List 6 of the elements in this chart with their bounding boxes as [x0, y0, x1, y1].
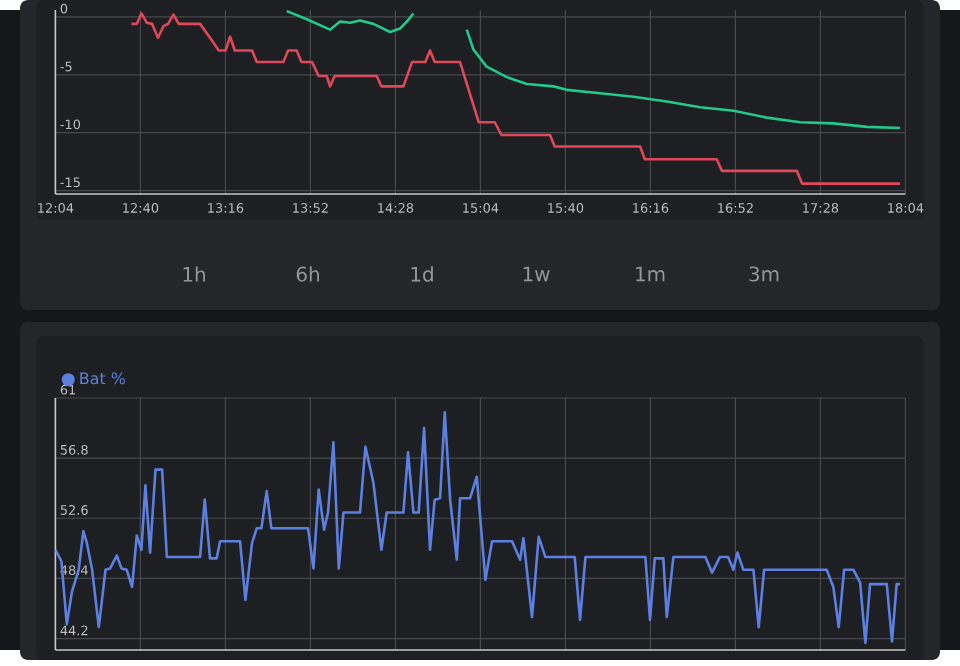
text: 1d — [411, 266, 433, 282]
text: 1m — [636, 266, 665, 282]
text: 6h — [296, 266, 319, 282]
text: 1h — [183, 266, 205, 282]
text: 3m — [749, 266, 779, 282]
text: 1w — [523, 266, 550, 282]
